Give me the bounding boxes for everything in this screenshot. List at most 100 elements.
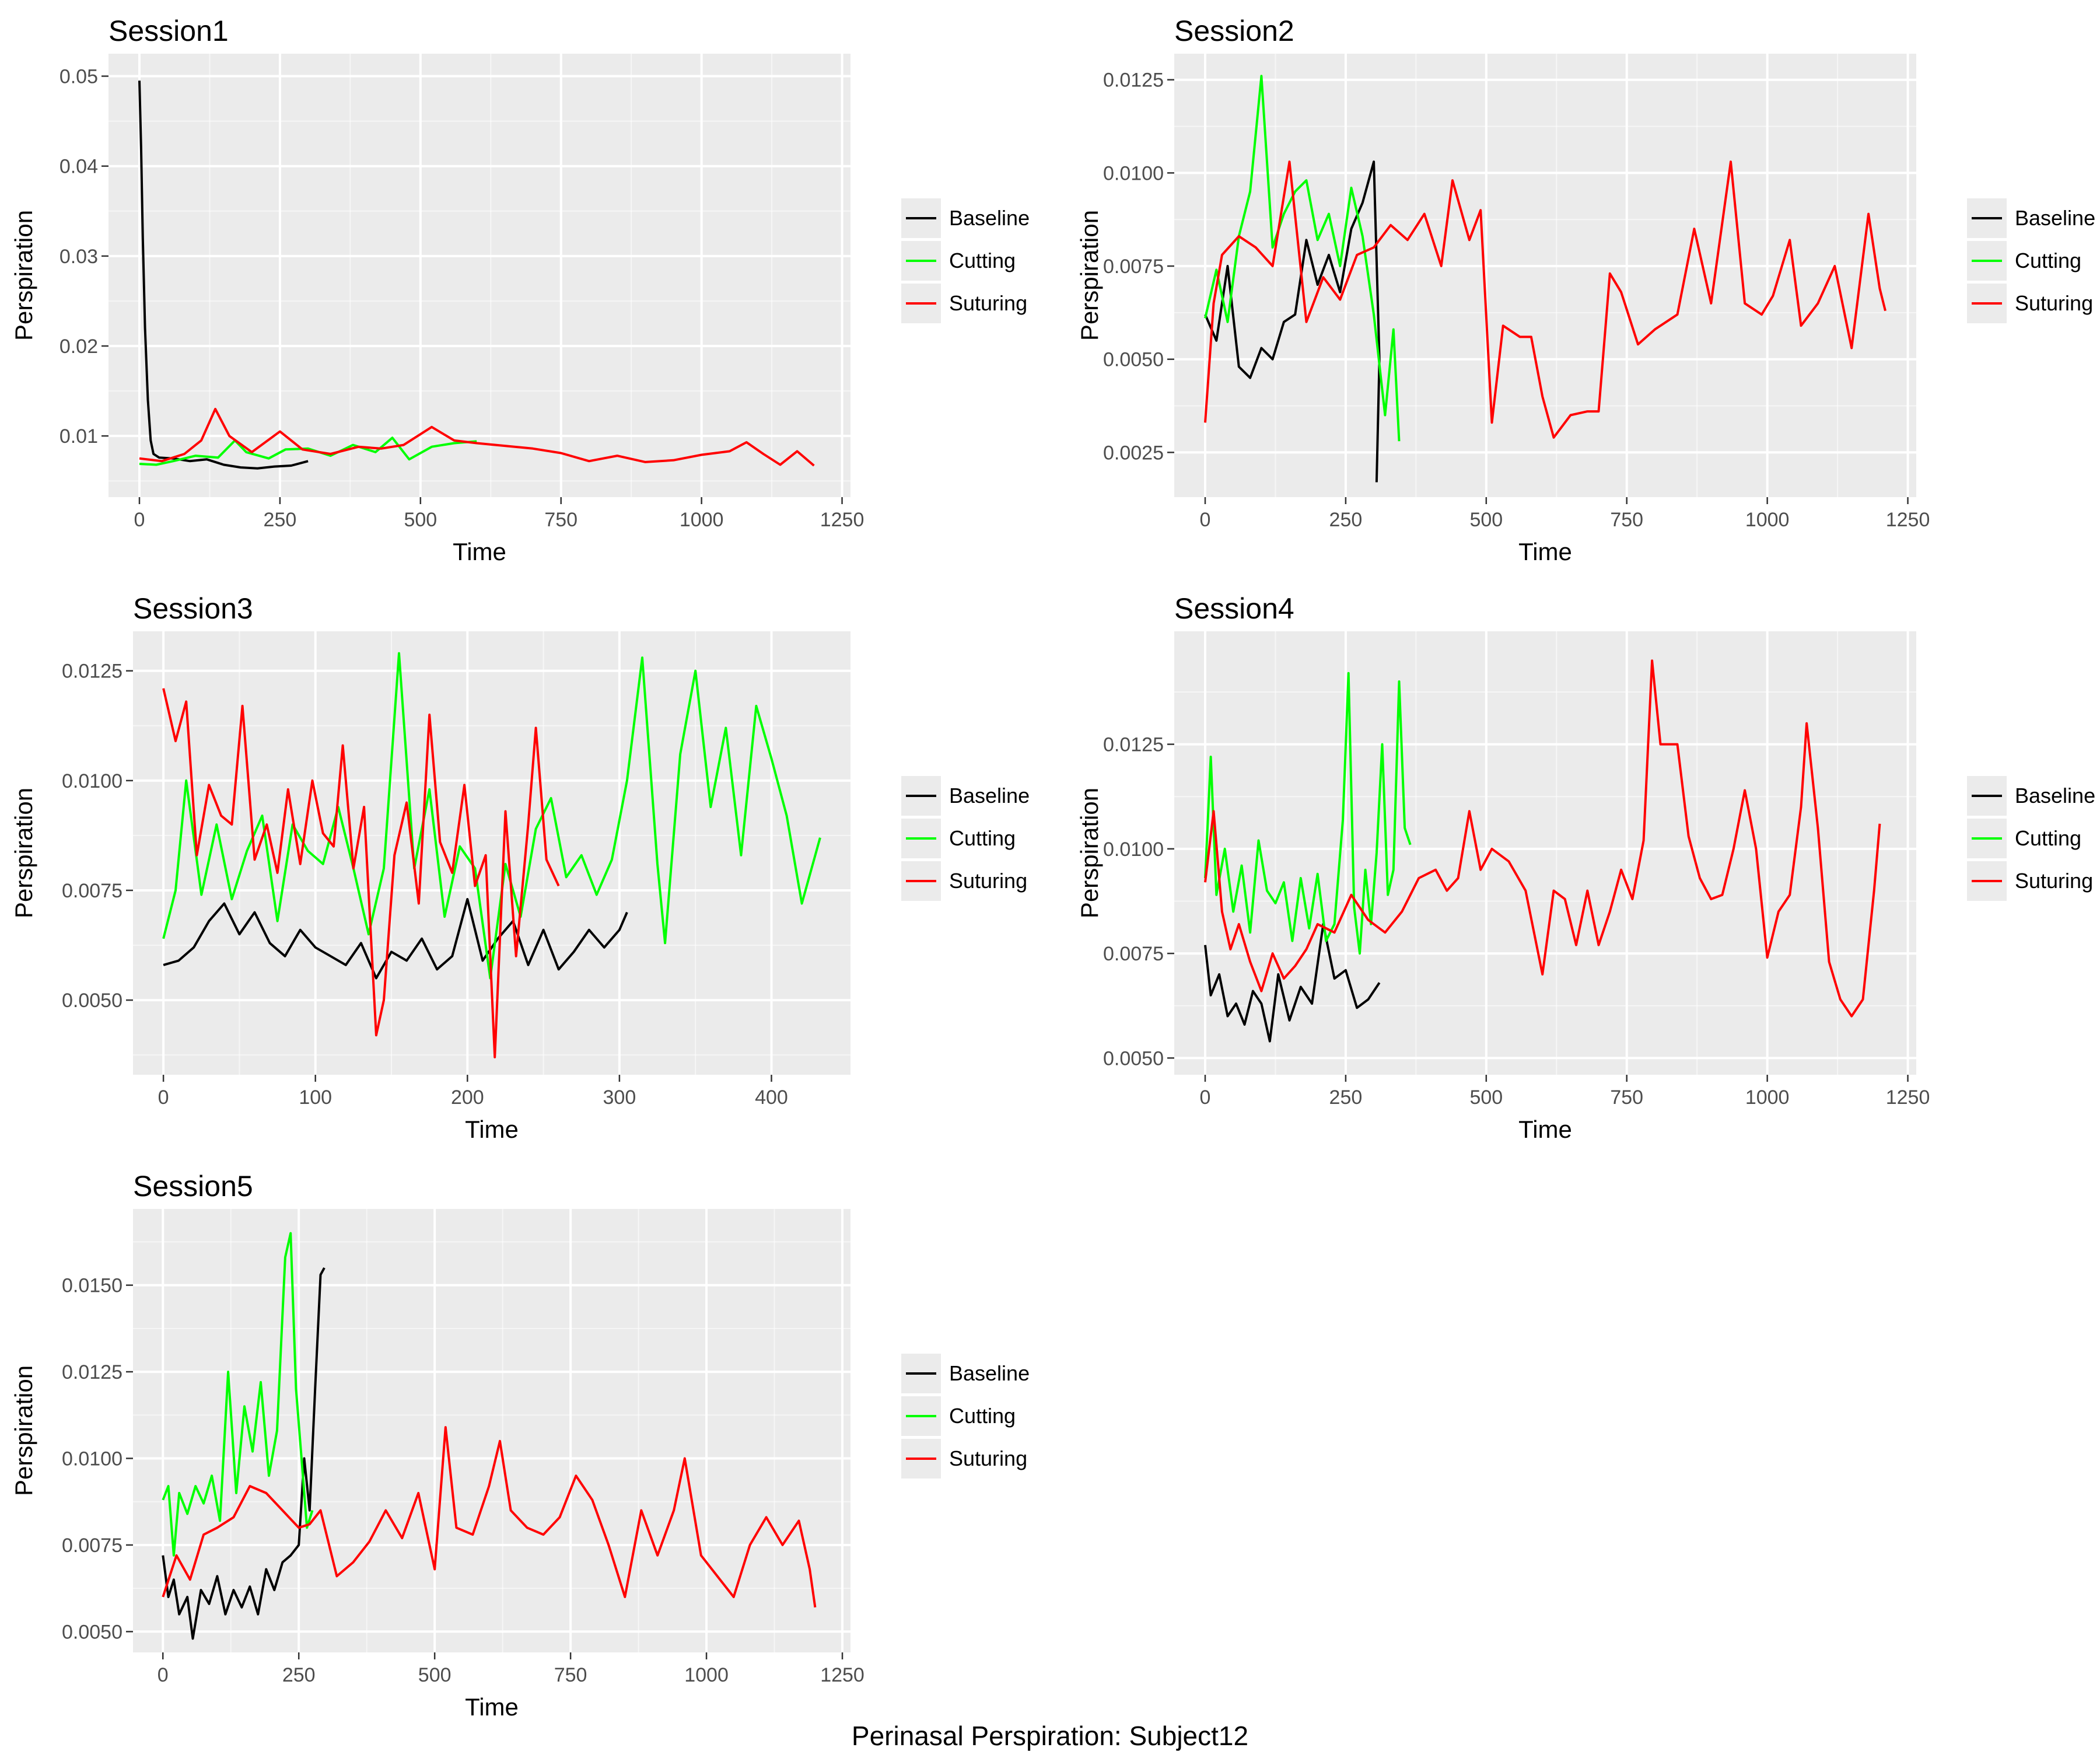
y-tick-label: 0.04 bbox=[60, 156, 98, 178]
x-axis-label: Time bbox=[1518, 1116, 1572, 1143]
panel-title: Session5 bbox=[133, 1170, 253, 1203]
chart-panel-5: 0 250 500 750 1000 1250 0.0050 0.0075 0.0100 0.01… bbox=[10, 1170, 1030, 1721]
plot-background bbox=[133, 1209, 850, 1652]
x-tick-label: 500 bbox=[418, 1664, 452, 1686]
x-tick-label: 250 bbox=[282, 1664, 316, 1686]
series-line-suturing bbox=[139, 407, 815, 467]
x-tick-label: 1250 bbox=[1886, 1086, 1930, 1109]
panel-title: Session1 bbox=[108, 15, 229, 47]
y-axis-label: Perspiration bbox=[10, 788, 37, 918]
x-axis-label: Time bbox=[465, 1116, 519, 1143]
x-tick-label: 100 bbox=[299, 1086, 332, 1109]
x-tick-label: 1000 bbox=[1745, 509, 1790, 531]
x-tick-label: 300 bbox=[603, 1086, 636, 1109]
legend: Baseline Cutting Suturing bbox=[1967, 198, 2095, 323]
panel-title: Session2 bbox=[1174, 15, 1294, 47]
legend-label: Baseline bbox=[949, 1361, 1030, 1385]
y-tick-label: 0.0100 bbox=[62, 770, 123, 792]
legend-label: Suturing bbox=[949, 869, 1027, 893]
x-tick-label: 0 bbox=[158, 1086, 169, 1109]
x-tick-label: 750 bbox=[544, 509, 578, 531]
plot-background bbox=[1174, 631, 1916, 1075]
y-tick-label: 0.0025 bbox=[1103, 442, 1164, 464]
x-tick-label: 1000 bbox=[1745, 1086, 1790, 1109]
series-line-suturing bbox=[162, 1426, 817, 1608]
legend-label: Baseline bbox=[949, 206, 1030, 230]
legend-label: Suturing bbox=[2015, 291, 2093, 315]
x-tick-label: 750 bbox=[1610, 1086, 1643, 1109]
legend: Baseline Cutting Suturing bbox=[901, 198, 1030, 323]
series-line-suturing bbox=[1204, 160, 1887, 439]
y-axis-label: Perspiration bbox=[10, 210, 37, 341]
x-tick-label: 1000 bbox=[684, 1664, 729, 1686]
y-axis-label: Perspiration bbox=[10, 1365, 37, 1496]
x-axis-label: Time bbox=[1518, 538, 1572, 565]
panel-title: Session3 bbox=[133, 592, 253, 625]
x-tick-label: 250 bbox=[1329, 509, 1363, 531]
legend-label: Suturing bbox=[949, 291, 1027, 315]
series-line-suturing bbox=[1204, 659, 1881, 1018]
y-tick-label: 0.0050 bbox=[62, 990, 123, 1012]
legend-label: Suturing bbox=[949, 1446, 1027, 1470]
x-tick-label: 1250 bbox=[820, 1664, 864, 1686]
x-tick-label: 0 bbox=[134, 509, 145, 531]
y-tick-label: 0.0125 bbox=[62, 1361, 123, 1383]
x-tick-label: 750 bbox=[1610, 509, 1643, 531]
legend-label: Baseline bbox=[949, 784, 1030, 808]
series-line-cutting bbox=[139, 436, 477, 466]
plot-background bbox=[108, 54, 850, 497]
y-tick-label: 0.0125 bbox=[1103, 69, 1164, 92]
legend-label: Cutting bbox=[949, 249, 1016, 272]
series-line-suturing bbox=[162, 688, 560, 1058]
plot-background bbox=[1174, 54, 1916, 497]
y-tick-label: 0.02 bbox=[60, 335, 98, 358]
legend-label: Baseline bbox=[2015, 206, 2095, 230]
y-tick-label: 0.0075 bbox=[1103, 943, 1164, 965]
y-tick-label: 0.0100 bbox=[1103, 162, 1164, 184]
y-axis-label: Perspiration bbox=[1076, 210, 1103, 341]
legend-label: Baseline bbox=[2015, 784, 2095, 808]
legend: Baseline Cutting Suturing bbox=[1967, 776, 2095, 901]
y-tick-label: 0.0050 bbox=[62, 1621, 123, 1643]
chart-panel-2: 0 250 500 750 1000 1250 0.0025 0.0050 0.0075 0.01… bbox=[1076, 15, 2095, 565]
series-line-baseline bbox=[163, 898, 628, 980]
y-tick-label: 0.0100 bbox=[1103, 838, 1164, 861]
y-tick-label: 0.03 bbox=[60, 246, 98, 268]
y-tick-label: 0.0150 bbox=[62, 1275, 123, 1297]
series-line-baseline bbox=[162, 1267, 326, 1640]
legend-label: Suturing bbox=[2015, 869, 2093, 893]
y-tick-label: 0.0075 bbox=[1103, 256, 1164, 278]
chart-panel-3: 0 100 200 300 400 0.0050 0.0075 0.0100 0.0125 Ses… bbox=[10, 592, 1030, 1143]
y-tick-label: 0.0075 bbox=[62, 880, 123, 902]
x-tick-label: 0 bbox=[1200, 1086, 1211, 1109]
y-tick-label: 0.0100 bbox=[62, 1448, 123, 1470]
legend-label: Cutting bbox=[2015, 249, 2081, 272]
x-tick-label: 1250 bbox=[1886, 509, 1930, 531]
x-tick-label: 500 bbox=[1469, 509, 1503, 531]
panel-title: Session4 bbox=[1174, 592, 1294, 625]
series-line-baseline bbox=[1204, 922, 1381, 1043]
x-tick-label: 500 bbox=[404, 509, 437, 531]
legend-label: Cutting bbox=[2015, 826, 2081, 850]
x-tick-label: 750 bbox=[554, 1664, 587, 1686]
x-tick-label: 1000 bbox=[680, 509, 724, 531]
x-tick-label: 250 bbox=[1329, 1086, 1363, 1109]
x-tick-label: 500 bbox=[1469, 1086, 1503, 1109]
y-tick-label: 0.0125 bbox=[1103, 734, 1164, 756]
x-axis-label: Time bbox=[453, 538, 506, 565]
chart-panel-1: 0 250 500 750 1000 1250 0.01 0.02 0.03 0.04 0.05 Se… bbox=[10, 15, 1030, 565]
chart-panel-4: 0 250 500 750 1000 1250 0.0050 0.0075 0.0100 0.01… bbox=[1076, 592, 2095, 1143]
y-tick-label: 0.01 bbox=[60, 425, 98, 448]
y-tick-label: 0.0075 bbox=[62, 1535, 123, 1557]
x-tick-label: 0 bbox=[1200, 509, 1211, 531]
y-tick-label: 0.0050 bbox=[1103, 1047, 1164, 1070]
legend: Baseline Cutting Suturing bbox=[901, 776, 1030, 901]
y-tick-label: 0.0050 bbox=[1103, 349, 1164, 371]
x-tick-label: 250 bbox=[264, 509, 297, 531]
legend: Baseline Cutting Suturing bbox=[901, 1354, 1030, 1479]
series-line-cutting bbox=[162, 1232, 314, 1557]
legend-label: Cutting bbox=[949, 1404, 1016, 1428]
x-axis-label: Time bbox=[465, 1693, 519, 1721]
y-tick-label: 0.05 bbox=[60, 66, 98, 88]
